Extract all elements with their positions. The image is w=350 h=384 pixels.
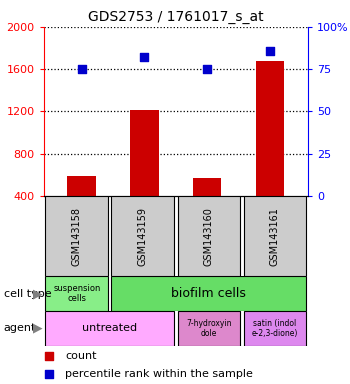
Text: agent: agent xyxy=(4,323,36,333)
Bar xyxy=(177,311,240,346)
Bar xyxy=(67,176,96,238)
Bar xyxy=(244,196,306,276)
Bar xyxy=(256,61,285,238)
Text: ▶: ▶ xyxy=(33,322,43,335)
Text: GSM143161: GSM143161 xyxy=(270,207,280,266)
Text: GSM143160: GSM143160 xyxy=(204,207,214,266)
Bar xyxy=(111,196,174,276)
Bar xyxy=(46,196,108,276)
Point xyxy=(204,66,210,72)
Point xyxy=(46,371,52,377)
Bar xyxy=(46,276,108,311)
Text: GSM143158: GSM143158 xyxy=(72,207,82,266)
Point xyxy=(142,54,147,60)
Bar xyxy=(177,196,240,276)
Text: GSM143159: GSM143159 xyxy=(138,207,148,266)
Text: biofilm cells: biofilm cells xyxy=(172,287,246,300)
Text: percentile rank within the sample: percentile rank within the sample xyxy=(65,369,253,379)
Bar xyxy=(130,110,159,238)
Bar xyxy=(111,276,306,311)
Title: GDS2753 / 1761017_s_at: GDS2753 / 1761017_s_at xyxy=(88,10,264,25)
Text: satin (indol
e-2,3-dione): satin (indol e-2,3-dione) xyxy=(252,319,298,338)
Point xyxy=(79,66,84,72)
Text: count: count xyxy=(65,351,96,361)
Bar xyxy=(46,311,174,346)
Text: cell type: cell type xyxy=(4,289,51,299)
Bar xyxy=(244,311,306,346)
Text: suspension
cells: suspension cells xyxy=(53,284,100,303)
Point xyxy=(267,48,273,54)
Text: 7-hydroxyin
dole: 7-hydroxyin dole xyxy=(186,319,232,338)
Bar xyxy=(193,179,222,238)
Text: untreated: untreated xyxy=(82,323,137,333)
Point xyxy=(46,353,52,359)
Text: ▶: ▶ xyxy=(33,287,43,300)
